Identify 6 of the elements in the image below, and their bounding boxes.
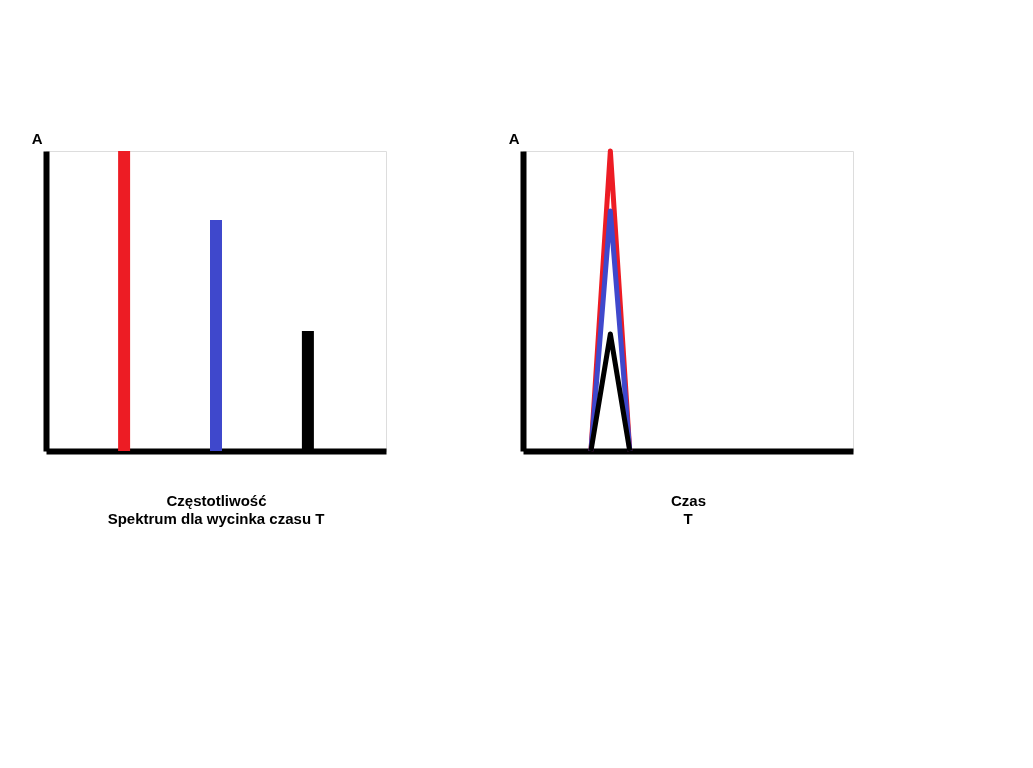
y-axis-title: A [31,129,43,147]
y-axis-title: A [508,129,520,147]
text: Spektrum dla wycinka czasu T [107,510,325,527]
x-axis-title: Czas [670,491,707,509]
x-axis-title: Częstotliwość [166,491,267,509]
text: T [683,510,693,527]
